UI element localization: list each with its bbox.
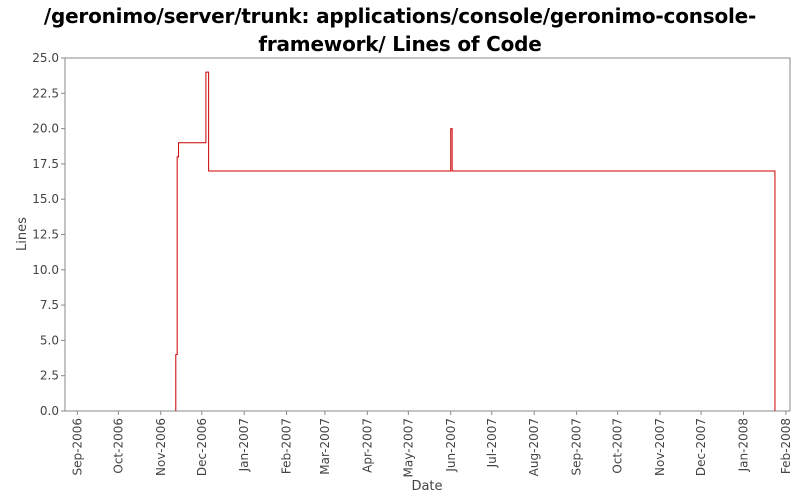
- x-tick-label: Sep-2007: [570, 418, 584, 476]
- y-axis-label: Lines: [15, 217, 30, 251]
- x-tick-label: Aug-2007: [527, 418, 541, 476]
- x-axis-label: Date: [411, 479, 442, 494]
- series-line: [175, 71, 776, 411]
- series-group: [175, 71, 776, 411]
- y-tick-label: 17.5: [32, 157, 59, 171]
- x-tick-label: Mar-2007: [318, 418, 332, 475]
- y-tick-label: 25.0: [32, 51, 59, 65]
- y-tick-label: 5.0: [40, 333, 59, 347]
- y-tick-label: 10.0: [32, 263, 59, 277]
- x-tick-label: May-2007: [401, 418, 415, 477]
- y-axis: 0.0 2.5 5.0 7.5 10.0 12.5 15.0 17.5 20.0 22.5 25.0: [32, 51, 65, 418]
- x-tick-label: Jun-2007: [444, 418, 458, 473]
- x-tick-label: Feb-2007: [280, 418, 294, 474]
- y-tick-label: 15.0: [32, 192, 59, 206]
- x-tick-label: Oct-2007: [611, 418, 625, 474]
- chart-title-line-1: /geronimo/server/trunk: applications/con…: [43, 4, 757, 28]
- x-tick-label: Oct-2006: [111, 418, 125, 474]
- x-tick-label: Dec-2007: [694, 418, 708, 476]
- plot-area: [64, 57, 791, 412]
- x-tick-label: Jan-2007: [237, 418, 251, 472]
- x-tick-label: Jan-2008: [736, 418, 750, 472]
- x-tick-label: Jul-2007: [485, 418, 499, 468]
- y-tick-label: 2.5: [40, 369, 59, 383]
- x-tick-label: Sep-2006: [70, 418, 84, 476]
- y-tick-label: 7.5: [40, 298, 59, 312]
- y-tick-label: 20.0: [32, 122, 59, 136]
- chart-title-line-2: framework/ Lines of Code: [258, 32, 542, 56]
- y-tick-label: 12.5: [32, 228, 59, 242]
- y-tick-label: 22.5: [32, 86, 59, 100]
- x-tick-label: Apr-2007: [360, 418, 374, 473]
- x-axis: Sep-2006 Oct-2006 Nov-2006 Dec-2006 Jan-2007…: [70, 411, 793, 477]
- x-tick-label: Feb-2008: [779, 418, 793, 474]
- x-tick-label: Nov-2006: [154, 418, 168, 476]
- x-tick-label: Dec-2006: [195, 418, 209, 476]
- chart-title: /geronimo/server/trunk: applications/con…: [0, 2, 800, 58]
- x-tick-label: Nov-2007: [653, 418, 667, 476]
- y-tick-label: 0.0: [40, 404, 59, 418]
